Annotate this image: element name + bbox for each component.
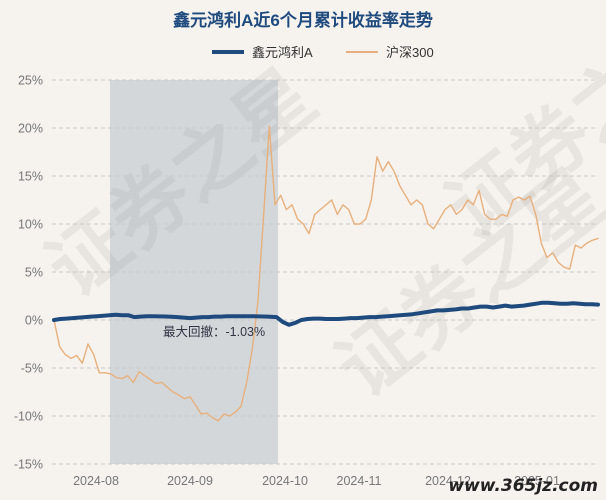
y-tick-label: 20% [18, 122, 43, 136]
drawdown-annotation: 最大回撤：-1.03% [163, 324, 265, 339]
legend-label-fund: 鑫元鸿利A [252, 45, 313, 60]
legend: 鑫元鸿利A 沪深300 [212, 45, 434, 60]
site-watermark: www.365jz.com [448, 476, 598, 496]
x-tick-label: 2024-11 [337, 474, 382, 488]
y-axis: 25% 20% 15% 10% 5% 0% -5% -10% -15% [14, 74, 43, 472]
y-tick-label: 0% [25, 314, 43, 328]
y-tick-label: -10% [14, 410, 43, 424]
y-tick-label: 25% [18, 74, 43, 88]
x-tick-label: 2024-09 [167, 474, 213, 488]
legend-label-index: 沪深300 [386, 45, 434, 60]
y-tick-label: 5% [25, 266, 43, 280]
y-tick-label: -5% [21, 362, 43, 376]
x-tick-label: 2024-10 [262, 474, 308, 488]
series-line-index [53, 125, 599, 422]
series-line-fund [52, 300, 600, 327]
chart-title: 鑫元鸿利A近6个月累计收益率走势 [172, 10, 433, 30]
y-tick-label: 10% [18, 218, 43, 232]
y-tick-label: 15% [18, 170, 43, 184]
gridlines [52, 79, 598, 465]
x-tick-label: 2025-01 [514, 474, 560, 488]
y-tick-label: -15% [14, 458, 43, 472]
x-tick-label: 2024-08 [73, 474, 119, 488]
x-tick-label: 2024-12 [425, 474, 471, 488]
x-axis: 2024-08 2024-09 2024-10 2024-11 2024-12 2025-… [73, 474, 560, 488]
series-layer [52, 125, 600, 422]
